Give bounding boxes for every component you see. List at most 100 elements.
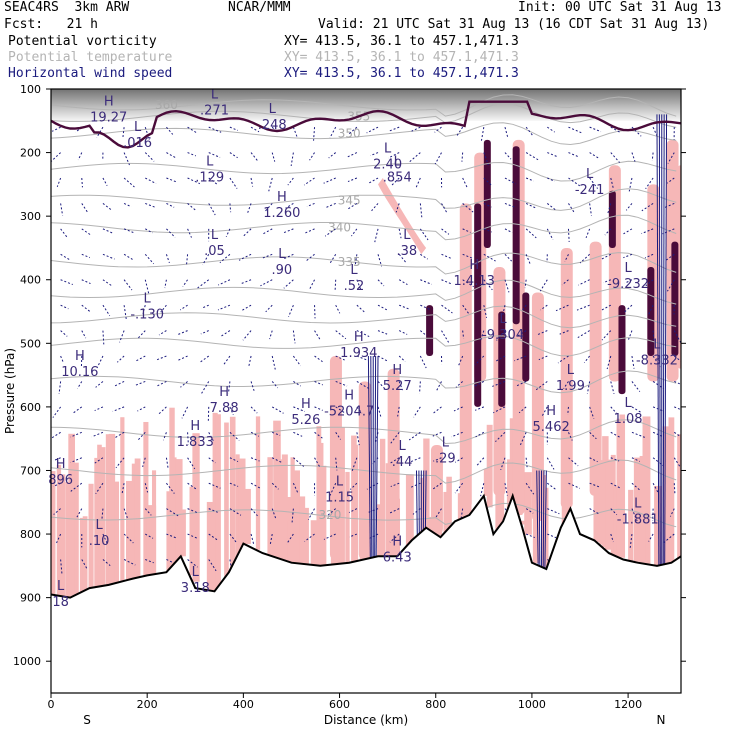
wind-vector — [271, 508, 277, 520]
extrema-value: 18 — [52, 595, 69, 610]
wind-vector — [441, 253, 451, 259]
wind-vector — [145, 559, 154, 564]
wind-vector — [102, 533, 108, 544]
wind-vector — [525, 126, 534, 137]
y-tick-label: 1000 — [13, 655, 41, 668]
wind-vector — [397, 406, 400, 417]
pv-fill-low — [120, 417, 125, 582]
wind-vector — [271, 406, 284, 414]
extrema-marker: L — [394, 154, 402, 169]
pv-fill-low — [131, 463, 138, 579]
wind-vector — [91, 431, 104, 438]
wind-vector — [137, 406, 146, 412]
wind-vector — [454, 457, 463, 463]
wind-vector — [577, 330, 590, 339]
wind-vector — [610, 381, 615, 394]
extrema-marker: L — [211, 88, 219, 103]
pv-fill-low — [235, 454, 240, 559]
wind-vector — [53, 508, 61, 515]
extrema-value: 1.833 — [177, 435, 214, 450]
wind-vector — [434, 126, 442, 133]
wind-vector — [176, 355, 188, 362]
wind-vector — [348, 508, 358, 513]
wind-vector — [610, 431, 621, 438]
wind-vector — [142, 305, 146, 314]
wind-vector — [356, 279, 362, 290]
wind-vector — [305, 253, 315, 262]
wind-vector — [144, 253, 155, 265]
pv-fill-low — [215, 414, 221, 591]
pv-fill-low — [151, 470, 157, 575]
wind-vector — [72, 406, 83, 414]
wind-vector — [102, 330, 105, 345]
wind-vector — [187, 152, 197, 157]
legend-wind-xy: XY= 413.5, 36.1 to 457.1,471.3 — [284, 66, 519, 81]
wind-vector — [135, 355, 146, 362]
pv-fill-low — [166, 491, 172, 573]
wind-vector — [56, 533, 62, 544]
wind-vector — [81, 559, 89, 571]
extrema-value: -1.881 — [617, 512, 659, 527]
wind-vector — [229, 152, 238, 159]
wind-vector — [250, 457, 260, 462]
wind-vector — [356, 406, 363, 414]
wind-vector — [137, 431, 146, 441]
wind-vector — [420, 330, 428, 337]
wind-vector — [453, 406, 463, 412]
wind-vector — [101, 508, 104, 519]
wind-vector — [377, 304, 388, 311]
x-tick-label: 200 — [137, 698, 158, 711]
wind-vector — [652, 330, 655, 341]
wind-vector — [137, 330, 146, 339]
wind-vector — [309, 152, 315, 161]
extrema-marker: H — [354, 330, 364, 345]
wind-vector — [610, 126, 621, 134]
wind-vector — [415, 177, 421, 189]
wind-vector — [419, 203, 423, 218]
wind-vector — [180, 381, 188, 388]
wind-vector — [578, 279, 590, 286]
pv-fill-low — [665, 474, 671, 564]
extrema-label-layer: H19.27L.271 L.248L.016L.129H1.260L2.40L.8… — [48, 88, 678, 610]
wind-vector — [76, 508, 83, 518]
theta-contour — [51, 419, 677, 445]
wind-vector — [504, 253, 513, 262]
pv-fill-low — [524, 472, 532, 535]
extrema-value: 10.16 — [61, 365, 98, 380]
extrema-value: 1.15 — [325, 491, 354, 506]
y-axis-label: Pressure (hPa) — [3, 348, 17, 434]
x-tick-label: 1000 — [518, 698, 546, 711]
wind-vector — [585, 228, 591, 238]
wind-vector — [182, 279, 188, 287]
wind-vector — [335, 304, 341, 314]
extrema-value: 5.27 — [383, 379, 412, 394]
pv-fill-low — [446, 476, 452, 531]
pv-core — [522, 292, 530, 382]
wind-vector — [395, 203, 400, 213]
extrema-marker: L — [211, 228, 219, 243]
pv-fill-low — [486, 424, 493, 508]
pv-fill-low — [339, 427, 345, 564]
pv-fill-low — [79, 517, 85, 593]
wind-vector — [250, 482, 261, 489]
extrema-marker: L — [653, 337, 661, 352]
wind-vector — [607, 203, 612, 214]
wind-vector — [518, 406, 527, 414]
pv-fill-tongue — [378, 178, 427, 255]
pv-fill-convective — [459, 203, 472, 509]
wind-vector — [265, 304, 273, 313]
x-tick-label: 600 — [329, 698, 350, 711]
wind-vector — [305, 228, 315, 234]
extrema-marker: L — [624, 261, 632, 276]
wind-vector — [229, 559, 232, 568]
wind-vector — [95, 381, 104, 388]
wind-vector — [377, 330, 388, 335]
wind-vector — [155, 355, 167, 361]
wind-vector — [327, 508, 337, 516]
wind-vector — [462, 228, 471, 233]
wind-vector — [325, 202, 336, 209]
wind-vector — [119, 330, 125, 343]
wind-vector — [356, 304, 366, 313]
wind-vector — [441, 203, 448, 213]
north-endpoint-label: N — [657, 713, 666, 727]
